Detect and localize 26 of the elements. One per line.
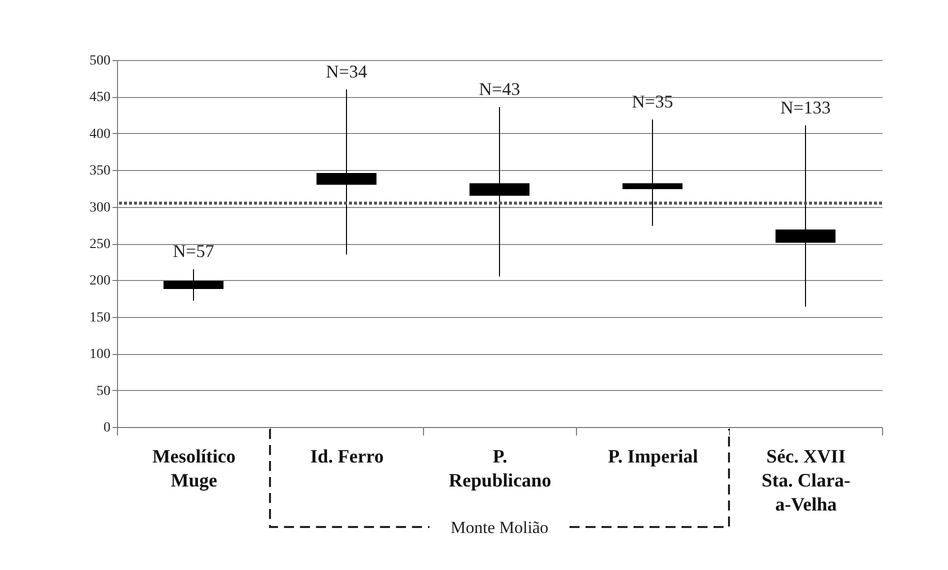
x-tick-label: Mesolítico Muge: [152, 446, 236, 492]
y-tick-label: 100: [90, 347, 110, 362]
y-tick-label: 250: [90, 237, 110, 252]
annotation: N=57: [172, 241, 214, 262]
candlestick: [470, 106, 530, 278]
y-tick-label: 200: [90, 274, 110, 289]
annotation: N=43: [478, 78, 520, 99]
y-tick-label: 500: [90, 54, 110, 68]
x-tick-label: Id. Ferro: [310, 446, 384, 468]
y-tick-label: 300: [90, 200, 110, 216]
y-tick-label: 50: [96, 384, 110, 399]
candlestick: [316, 88, 376, 256]
annotation: N=35: [632, 91, 674, 112]
y-tick-label: 350: [90, 164, 110, 179]
candlestick: [776, 124, 836, 308]
annotation: N=133: [780, 97, 831, 118]
candlestick: [622, 118, 682, 226]
y-tick-label: 150: [90, 310, 110, 326]
annotation: N=34: [326, 61, 368, 82]
text: Monte Molião: [450, 518, 548, 537]
x-tick-label: P. Republicano: [448, 446, 552, 492]
x-tick-label: Séc. XVII Sta. Clara- a-Velha: [762, 446, 850, 516]
y-tick-label: 400: [90, 126, 110, 142]
x-tick-label: P. Imperial: [608, 446, 698, 468]
y-tick-label: 450: [90, 90, 110, 106]
y-tick-label: 0: [104, 420, 110, 436]
